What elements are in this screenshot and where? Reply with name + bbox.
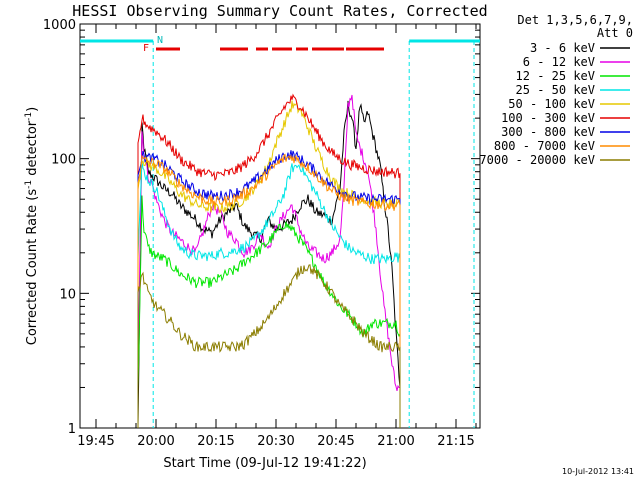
x-tick-label: 21:15 [437, 434, 474, 449]
series-line [138, 161, 400, 428]
legend-entry-label: 12 - 25 keV [516, 69, 595, 83]
legend-entry-label: 100 - 300 keV [501, 111, 595, 125]
x-tick-label: 20:30 [257, 434, 294, 449]
legend-entry-label: 300 - 800 keV [501, 125, 595, 139]
x-tick-label: 20:00 [137, 434, 174, 449]
series-lines [138, 95, 400, 428]
footer-date: 10-Jul-2012 13:41 [562, 467, 634, 476]
y-axis-label: Corrected Count Rate (s-1 detector-1) [24, 107, 40, 345]
y-axis-label-sup1: -1 [24, 180, 34, 189]
y-tick-label: 10 [59, 287, 76, 302]
legend-entry-label: 25 - 50 keV [516, 83, 595, 97]
y-axis-label-main: Corrected Count Rate (s [25, 189, 40, 346]
legend-entry-label: 800 - 7000 keV [494, 139, 595, 153]
legend-entry-label: 7000 - 20000 keV [479, 153, 595, 167]
flare-flag-label: F [143, 43, 149, 54]
y-axis-label-mid: detector [25, 120, 40, 180]
series-line [138, 196, 400, 429]
y-tick-label: 1 [68, 422, 76, 437]
series-line [138, 265, 400, 428]
y-axis-label-sup2: -1 [24, 112, 34, 121]
y-tick-label: 100 [51, 153, 76, 168]
x-tick-label: 21:00 [377, 434, 414, 449]
y-axis-label-end: ) [25, 107, 40, 112]
y-tick-label: 1000 [43, 18, 76, 33]
legend-entry-label: 3 - 6 keV [530, 41, 595, 55]
legend-header-attenuator: Att 0 [597, 26, 633, 40]
night-flag-label: N [157, 35, 163, 46]
legend-entry-label: 6 - 12 keV [523, 55, 595, 69]
x-tick-label: 20:15 [197, 434, 234, 449]
series-line [138, 95, 400, 428]
series-line [138, 95, 400, 428]
y-axis-ticks: 1 10 100 1000 [43, 18, 480, 437]
chart-title: HESSI Observing Summary Count Rates, Cor… [72, 2, 487, 20]
x-tick-label: 20:45 [317, 434, 354, 449]
x-tick-label: 19:45 [77, 434, 114, 449]
legend-header-detectors: Det 1,3,5,6,7,9, [517, 13, 633, 27]
x-axis-label: Start Time (09-Jul-12 19:41:22) [163, 456, 366, 471]
x-axis-ticks: 19:45 20:00 20:15 20:30 20:45 21:00 21:15 [77, 24, 476, 449]
legend-entry-label: 50 - 100 keV [508, 97, 595, 111]
